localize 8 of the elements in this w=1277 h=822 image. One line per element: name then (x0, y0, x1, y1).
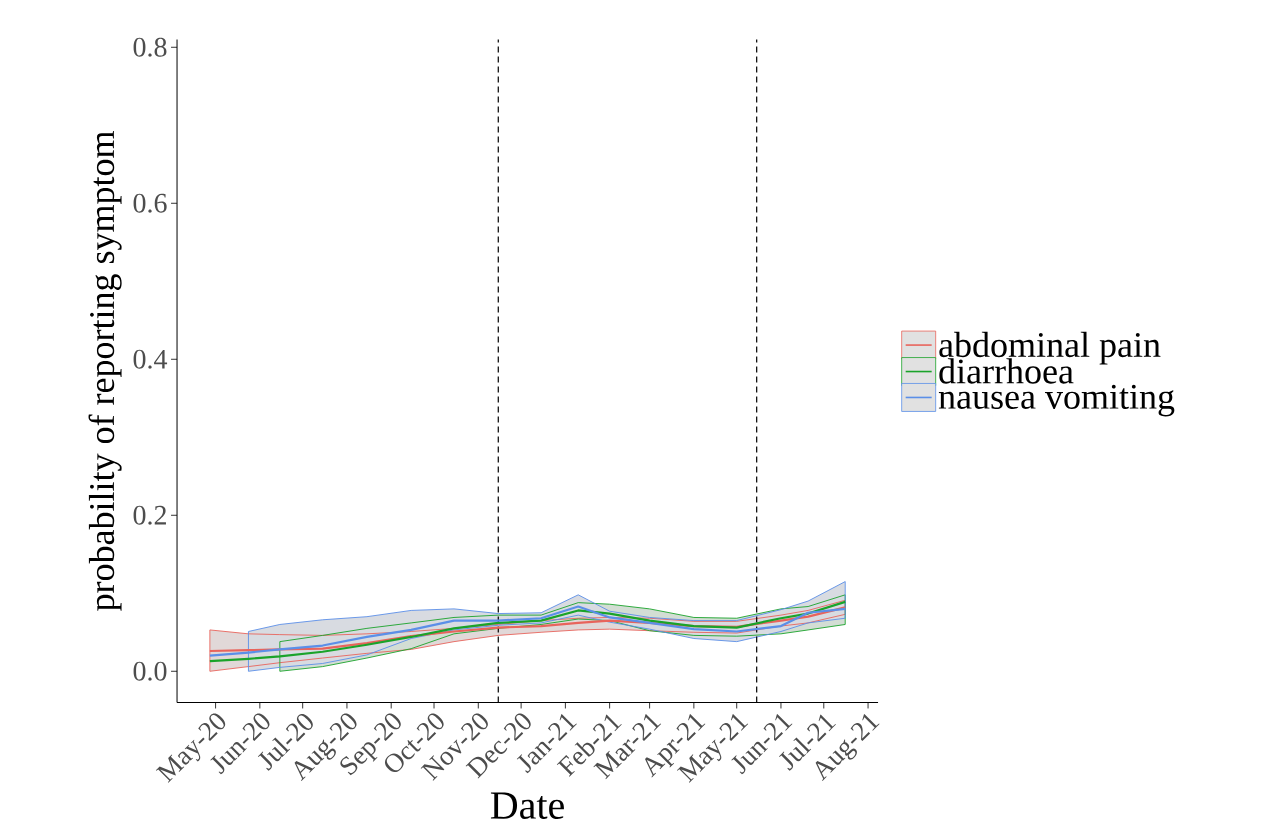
y-tick-label: 0.0 (133, 661, 167, 681)
y-tick-label: 0.8 (133, 37, 167, 57)
y-axis-title: probability of reporting symptom (88, 130, 122, 611)
y-tick-label: 0.4 (133, 349, 168, 369)
legend-label: nausea vomiting (938, 384, 1175, 417)
y-tick-label: 0.2 (133, 505, 166, 525)
y-tick-label: 0.6 (133, 193, 167, 213)
x-axis-title: Date (490, 792, 564, 819)
